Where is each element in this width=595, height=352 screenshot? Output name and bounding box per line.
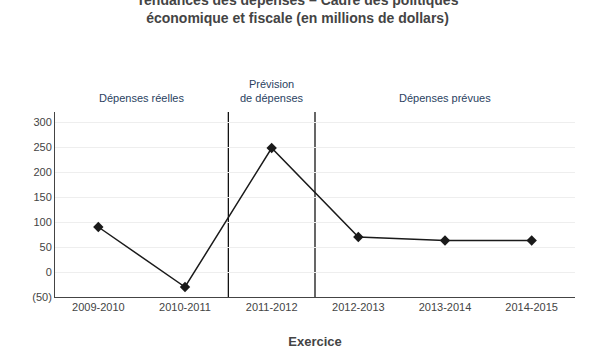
svg-text:150: 150 <box>33 191 51 203</box>
svg-text:Dépenses prévues: Dépenses prévues <box>399 92 491 104</box>
svg-text:Dépenses réelles: Dépenses réelles <box>99 92 184 104</box>
svg-text:Tendances des dépenses – Cadre: Tendances des dépenses – Cadre des polit… <box>137 0 459 26</box>
svg-text:0: 0 <box>46 266 52 278</box>
svg-text:300: 300 <box>33 116 51 128</box>
svg-text:2013-2014: 2013-2014 <box>419 301 472 313</box>
svg-text:Exercice: Exercice <box>288 334 342 349</box>
svg-text:2012-2013: 2012-2013 <box>332 301 385 313</box>
svg-text:2011-2012: 2011-2012 <box>246 301 298 313</box>
svg-text:2014-2015: 2014-2015 <box>505 301 558 313</box>
svg-text:200: 200 <box>33 166 51 178</box>
svg-text:250: 250 <box>33 141 51 153</box>
svg-text:(50): (50) <box>32 291 52 303</box>
svg-text:100: 100 <box>33 216 51 228</box>
svg-text:2009-2010: 2009-2010 <box>72 301 125 313</box>
svg-text:2010-2011: 2010-2011 <box>159 301 211 313</box>
svg-text:50: 50 <box>40 241 52 253</box>
svg-text:Prévisionde dépenses: Prévisionde dépenses <box>240 78 303 104</box>
